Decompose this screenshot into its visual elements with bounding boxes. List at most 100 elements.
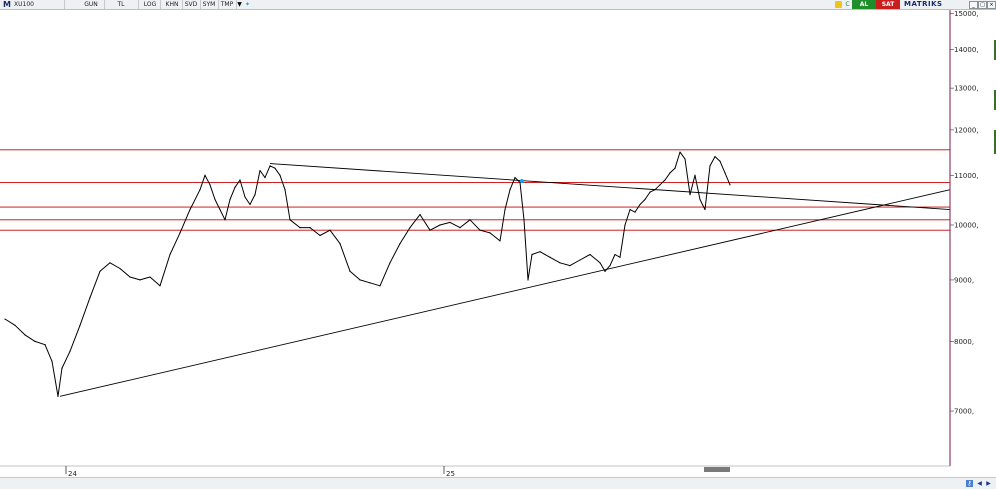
dropdown-arrow-icon[interactable]: ▼ <box>237 1 242 8</box>
support-resistance-lines <box>0 149 950 231</box>
price-point <box>684 158 686 160</box>
al-button[interactable]: AL <box>852 0 876 9</box>
log-button[interactable]: LOG <box>140 0 161 9</box>
scroll-right-icon[interactable]: ▶ <box>986 480 991 487</box>
price-point <box>514 177 516 179</box>
price-point <box>34 340 36 342</box>
window-restore-icon[interactable]: □ <box>978 1 987 9</box>
price-point <box>99 270 101 272</box>
price-point <box>479 229 481 231</box>
price-point <box>244 196 246 198</box>
y-tick-label: 15000, <box>954 10 979 18</box>
price-point <box>699 198 701 201</box>
lock-icon[interactable]: ⚷ <box>966 480 973 487</box>
price-point <box>199 189 201 191</box>
y-tick-label: 12000, <box>954 126 979 134</box>
refresh-icon[interactable]: C <box>845 1 850 8</box>
strip-marker-middle <box>994 90 996 110</box>
price-point <box>214 198 216 201</box>
price-point <box>4 318 6 320</box>
price-point <box>724 172 726 174</box>
price-point <box>527 279 529 281</box>
period-button[interactable]: GUN <box>78 0 105 9</box>
lock-icon[interactable] <box>835 1 842 8</box>
price-point <box>519 181 521 184</box>
price-point <box>459 226 461 229</box>
currency-button[interactable]: TL <box>104 0 139 9</box>
twitter-bird-icon[interactable]: ✦ <box>244 1 251 8</box>
price-point <box>604 270 606 272</box>
price-point <box>279 174 281 176</box>
price-point <box>599 262 601 264</box>
price-point <box>509 189 511 191</box>
price-point <box>614 253 616 256</box>
trendlines <box>59 163 951 397</box>
price-point <box>714 156 716 158</box>
highlight-marker[interactable] <box>520 178 524 183</box>
price-point <box>319 234 321 237</box>
price-point <box>14 324 16 326</box>
price-point <box>254 193 256 196</box>
x-axis: 24 25 <box>68 470 455 477</box>
y-tick-label: 10000, <box>954 221 979 229</box>
price-point <box>429 229 431 231</box>
trendline-1[interactable] <box>269 163 951 211</box>
price-point <box>89 297 91 299</box>
toolbar: M XU100 GUN TL LOG KHN SVD SYM TMP ▼ ✦ C… <box>0 0 996 10</box>
price-point <box>644 198 646 201</box>
price-point <box>669 172 671 174</box>
price-point <box>259 169 261 172</box>
price-point <box>694 174 696 176</box>
y-tick-label: 13000, <box>954 85 979 93</box>
sat-button[interactable]: SAT <box>876 0 900 9</box>
price-point <box>51 360 53 362</box>
svd-button[interactable]: SVD <box>182 0 201 9</box>
tmp-button[interactable]: TMP <box>218 0 237 9</box>
x-axis-ticks <box>65 466 445 474</box>
price-point <box>204 174 206 176</box>
price-point <box>654 189 656 191</box>
price-point <box>664 179 666 181</box>
price-point <box>284 189 286 191</box>
status-bar: ⚷ ◀ ▶ <box>0 477 996 489</box>
price-point <box>169 253 171 256</box>
price-point <box>539 251 541 253</box>
price-point <box>79 324 81 326</box>
price-point <box>109 262 111 264</box>
scroll-left-icon[interactable]: ◀ <box>977 480 982 487</box>
price-point <box>679 151 681 153</box>
scroll-marker[interactable] <box>704 467 730 472</box>
price-point <box>119 267 121 270</box>
price-point <box>57 395 59 397</box>
khn-button[interactable]: KHN <box>162 0 183 9</box>
price-point <box>559 262 561 264</box>
price-series <box>4 151 731 397</box>
price-point <box>719 160 721 162</box>
price-point <box>549 256 551 258</box>
window-close-icon[interactable]: × <box>987 1 996 9</box>
price-chart[interactable]: 15000, 14000, 13000, 12000, 11000, 10000, 9000… <box>0 10 996 477</box>
price-point <box>469 219 471 221</box>
window-minimize-icon[interactable]: _ <box>969 1 978 9</box>
sym-button[interactable]: SYM <box>200 0 219 9</box>
price-point <box>634 211 636 213</box>
symbol-field[interactable]: XU100 <box>12 0 65 9</box>
plot-area <box>0 10 950 466</box>
price-point <box>674 167 676 169</box>
price-point <box>179 232 181 234</box>
price-point <box>61 367 63 369</box>
price-point <box>439 224 441 226</box>
price-point <box>269 165 271 167</box>
price-point <box>299 226 301 229</box>
y-tick-label: 14000, <box>954 46 979 54</box>
brand-label: MATRIKS <box>904 0 943 8</box>
marker-layer <box>520 178 524 183</box>
price-point <box>234 186 236 188</box>
price-point <box>624 224 626 226</box>
price-point <box>44 344 46 346</box>
trendline-0[interactable] <box>59 189 951 397</box>
price-point <box>629 208 631 211</box>
price-point <box>639 203 641 206</box>
price-point <box>209 184 211 186</box>
price-point <box>389 262 391 264</box>
